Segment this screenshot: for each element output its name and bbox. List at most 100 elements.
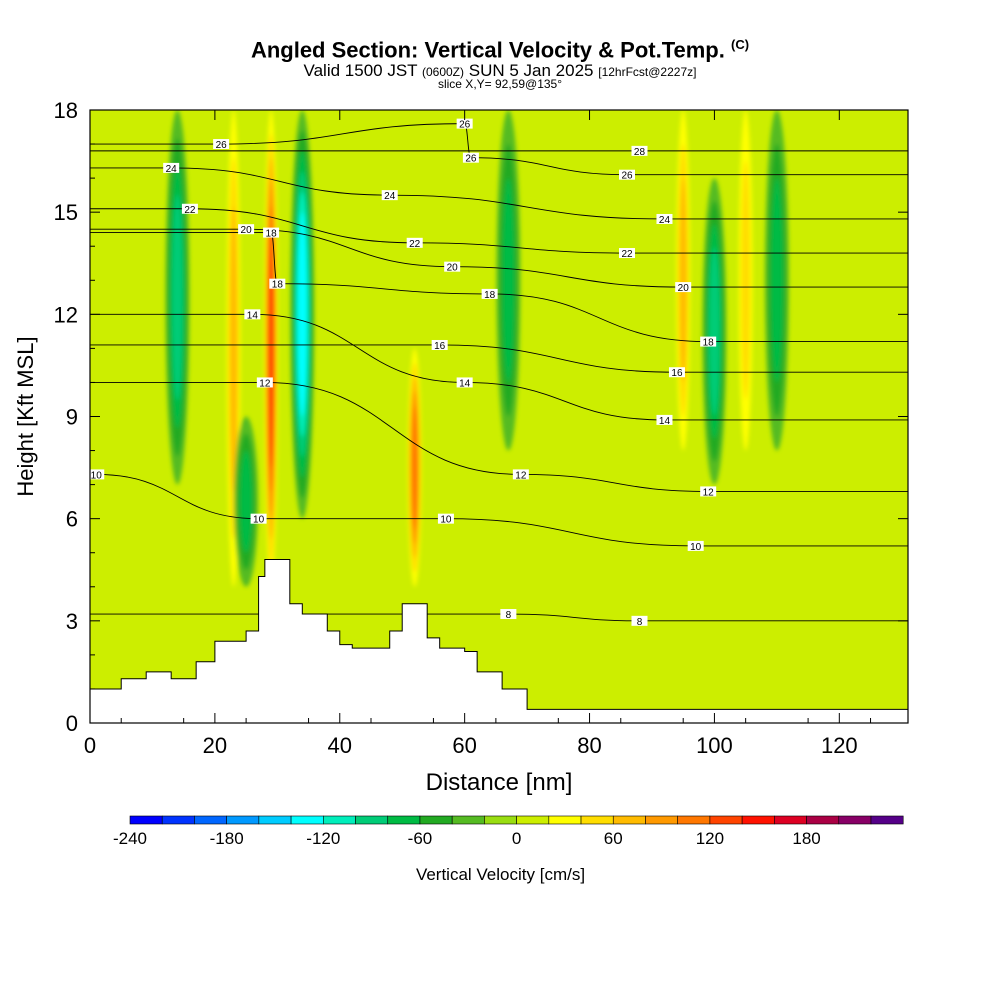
theta-label-bg bbox=[700, 486, 717, 497]
theta-label: 10 bbox=[91, 470, 103, 481]
theta-label: 18 bbox=[272, 280, 284, 291]
theta-contour-line bbox=[90, 344, 908, 373]
theta-label: 8 bbox=[637, 617, 643, 628]
theta-label: 26 bbox=[621, 171, 633, 182]
y-tick-label: 15 bbox=[54, 200, 78, 225]
colorbar-swatch bbox=[548, 815, 582, 825]
theta-label-bg bbox=[462, 152, 479, 163]
theta-label-bg bbox=[700, 336, 717, 347]
updraft-core-band bbox=[679, 178, 687, 383]
theta-label-bg bbox=[481, 288, 498, 299]
colorbar-swatch bbox=[645, 815, 678, 825]
colorbar-swatch bbox=[161, 815, 195, 825]
x-axis: 0 20 40 60 80 100 120 Distance [nm] bbox=[84, 110, 872, 796]
y-axis: 0 3 6 9 12 15 18 Height [Kft MSL] bbox=[13, 98, 908, 736]
theta-label-bg bbox=[512, 469, 529, 480]
theta-label-bg bbox=[263, 227, 280, 238]
theta-label-bg bbox=[88, 469, 105, 480]
y-tick-label: 12 bbox=[54, 302, 78, 327]
updraft-core-band bbox=[411, 405, 418, 530]
chart-title-text: Angled Section: Vertical Velocity & Pot.… bbox=[250, 37, 725, 63]
forecast-info-text: [12hrFcst@2227z] bbox=[598, 65, 697, 79]
colorbar-swatch bbox=[516, 815, 550, 825]
colorbar-swatch bbox=[709, 815, 743, 825]
colorbar-swatch bbox=[838, 815, 872, 825]
theta-label: 12 bbox=[703, 487, 715, 498]
theta-label-bg bbox=[181, 203, 198, 214]
x-tick-label: 0 bbox=[84, 733, 96, 758]
theta-label-bg bbox=[456, 377, 473, 388]
theta-label-bg bbox=[256, 377, 273, 388]
y-axis-label: Height [Kft MSL] bbox=[13, 336, 38, 496]
downdraft-core-band bbox=[502, 178, 515, 383]
downdraft-core-band bbox=[240, 450, 253, 553]
colorbar-tick-label: -120 bbox=[306, 829, 340, 848]
valid-time-line: Valid 1500 JST (0600Z) SUN 5 Jan 2025 [1… bbox=[0, 61, 1000, 81]
theta-label: 16 bbox=[434, 341, 446, 352]
y-tick-label: 9 bbox=[66, 405, 78, 430]
colorbar-swatch bbox=[612, 815, 646, 825]
colorbar-tick-label: -180 bbox=[210, 829, 244, 848]
theta-label-bg bbox=[619, 248, 636, 259]
colorbar-swatch bbox=[451, 815, 485, 825]
theta-label-bg bbox=[163, 162, 180, 173]
theta-label-bg bbox=[244, 309, 261, 320]
colorbar-swatch bbox=[580, 815, 614, 825]
theta-label: 22 bbox=[409, 239, 421, 250]
theta-label-bg bbox=[500, 609, 517, 620]
terrain bbox=[89, 559, 909, 724]
y-tick-label: 0 bbox=[66, 711, 78, 736]
theta-label: 22 bbox=[184, 205, 196, 216]
valid-time-text: Valid 1500 JST bbox=[303, 61, 418, 80]
theta-label-bg bbox=[619, 169, 636, 180]
colorbar-swatch bbox=[741, 815, 775, 825]
theta-label: 24 bbox=[166, 164, 178, 175]
chart-title: Angled Section: Vertical Velocity & Pot.… bbox=[0, 37, 1000, 63]
theta-label-bg bbox=[675, 282, 692, 293]
colorbar-swatch bbox=[806, 815, 840, 825]
y-tick-label: 18 bbox=[54, 98, 78, 123]
theta-label: 24 bbox=[384, 191, 396, 202]
colorbar-tick-label: 0 bbox=[512, 829, 521, 848]
colorbar-tick-label: 180 bbox=[792, 829, 820, 848]
x-tick-label: 80 bbox=[577, 733, 601, 758]
colorbar-swatch bbox=[355, 815, 389, 825]
theta-label: 24 bbox=[659, 215, 671, 226]
theta-label: 14 bbox=[459, 378, 471, 389]
theta-label: 14 bbox=[659, 416, 671, 427]
slice-info: slice X,Y= 92,59@135° bbox=[437, 77, 563, 91]
theta-label: 20 bbox=[241, 225, 253, 236]
colorbar-swatch bbox=[226, 815, 260, 825]
y-tick-label: 3 bbox=[66, 609, 78, 634]
theta-label: 8 bbox=[506, 610, 512, 621]
colorbar-swatch bbox=[129, 815, 163, 825]
theta-label-bg bbox=[444, 261, 461, 272]
colorbar-swatch bbox=[258, 815, 292, 825]
downdraft-core-band bbox=[172, 194, 183, 401]
x-tick-label: 60 bbox=[452, 733, 476, 758]
x-tick-label: 20 bbox=[203, 733, 227, 758]
theta-contour-line bbox=[90, 473, 908, 547]
theta-label-bg bbox=[269, 278, 286, 289]
downdraft-core-band bbox=[770, 178, 783, 383]
x-tick-label: 100 bbox=[696, 733, 733, 758]
colorbar-swatch bbox=[387, 815, 421, 825]
theta-label-bg bbox=[431, 339, 448, 350]
colorbar-swatch bbox=[677, 815, 711, 825]
downdraft-core-band bbox=[709, 247, 720, 416]
theta-label: 16 bbox=[671, 368, 683, 379]
downdraft-core-band bbox=[297, 212, 307, 417]
theta-label: 28 bbox=[634, 147, 646, 158]
theta-label-bg bbox=[631, 615, 648, 626]
valid-date-text: SUN 5 Jan 2025 bbox=[468, 61, 594, 80]
updraft-core-band bbox=[230, 205, 238, 492]
theta-label: 10 bbox=[253, 515, 265, 526]
colorbar-tick-label: 120 bbox=[696, 829, 724, 848]
copyright-mark: (C) bbox=[731, 37, 750, 52]
colorbar-swatch bbox=[419, 815, 453, 825]
theta-label: 12 bbox=[259, 378, 271, 389]
x-tick-label: 120 bbox=[821, 733, 858, 758]
updraft-core-band bbox=[268, 229, 274, 468]
colorbar-swatch bbox=[484, 815, 517, 825]
theta-contour-line bbox=[90, 381, 908, 492]
